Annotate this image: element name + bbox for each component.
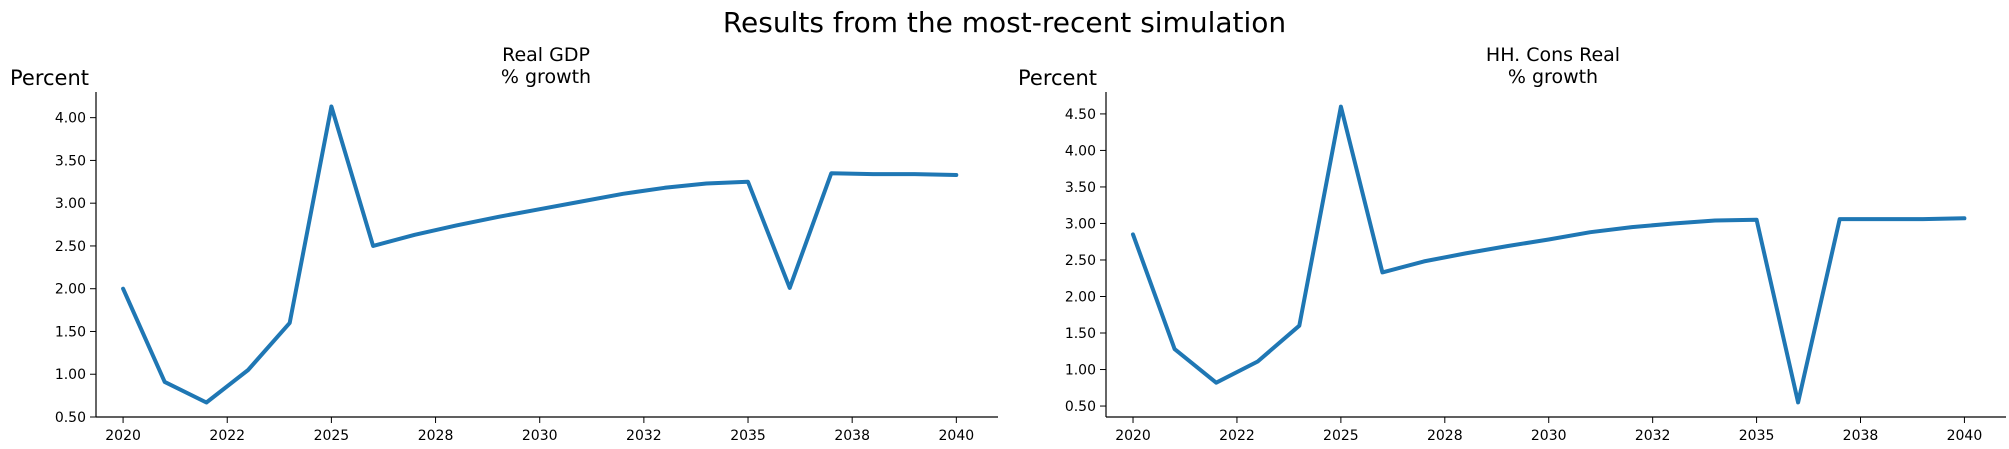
y-tick-label: 1.00 [55, 367, 86, 383]
y-tick-label: 3.00 [55, 196, 86, 212]
x-tick-label: 2025 [1323, 428, 1359, 444]
series-line [121, 104, 959, 405]
y-tick-label: 2.00 [55, 282, 86, 298]
y-tick-label: 2.00 [1065, 289, 1096, 305]
y-tick-label: 3.50 [1065, 180, 1096, 196]
x-tick-label: 2038 [1843, 428, 1879, 444]
x-tick-label: 2030 [1531, 428, 1567, 444]
x-tick-label: 2028 [1427, 428, 1463, 444]
x-tick-label: 2022 [209, 428, 245, 444]
chart-panel-1: 0.50 1.00 1.50 2.00 2.50 3.00 3.50 4.00 2020 2022… [10, 44, 998, 444]
y-tick-label: 0.50 [1065, 399, 1096, 415]
chart-title-line: Real GDP [502, 44, 590, 66]
chart-panel-2: 0.50 1.00 1.50 2.00 2.50 3.00 3.50 4.00 4.50 2020… [1018, 44, 2006, 444]
y-tick-label: 1.50 [1065, 326, 1096, 342]
y-axis-label: Percent [1018, 66, 1097, 90]
x-tick-label: 2025 [314, 428, 350, 444]
x-tick-label: 2020 [1115, 428, 1151, 444]
x-tick-label: 2032 [1635, 428, 1671, 444]
x-tick-label: 2040 [1947, 428, 1983, 444]
x-tick-label: 2028 [418, 428, 454, 444]
y-tick-label: 1.50 [55, 324, 86, 340]
x-tick-label: 2030 [522, 428, 558, 444]
y-tick-label: 4.50 [1065, 107, 1096, 123]
y-tick-label: 0.50 [55, 410, 86, 426]
y-tick-label: 4.00 [1065, 143, 1096, 159]
y-tick-label: 2.50 [1065, 253, 1096, 269]
x-tick-label: 2020 [105, 428, 141, 444]
x-tick-label: 2035 [1739, 428, 1775, 444]
x-tick-label: 2038 [834, 428, 870, 444]
x-tick-label: 2032 [626, 428, 662, 444]
series-line [1131, 104, 1967, 405]
y-axis-label: Percent [10, 66, 89, 90]
x-tick-label: 2022 [1219, 428, 1255, 444]
y-tick-label: 1.00 [1065, 363, 1096, 379]
y-tick-label: 4.00 [55, 111, 86, 127]
figure-title: Results from the most-recent simulation [722, 6, 1287, 39]
chart-title-line: % growth [501, 66, 591, 88]
y-tick-label: 3.00 [1065, 216, 1096, 232]
y-tick-label: 2.50 [55, 239, 86, 255]
chart-title-line: % growth [1508, 66, 1598, 88]
x-tick-label: 2040 [939, 428, 975, 444]
chart-title-line: HH. Cons Real [1486, 44, 1620, 66]
x-tick-label: 2035 [730, 428, 766, 444]
y-tick-label: 3.50 [55, 153, 86, 169]
